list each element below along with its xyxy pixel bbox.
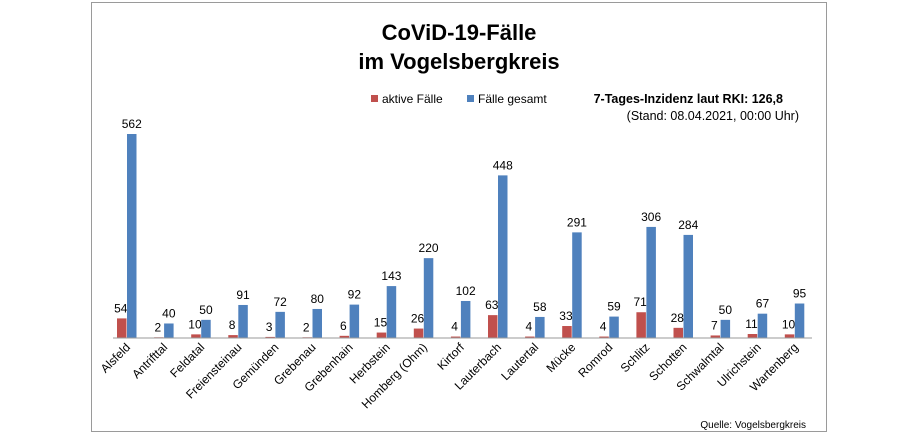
data-label-active: 63 (485, 298, 499, 312)
bar-active (562, 326, 572, 338)
data-label-total: 92 (348, 288, 362, 302)
category-tick-label: Antrifttal (129, 340, 170, 381)
bar-total (386, 286, 397, 338)
bar-total (349, 304, 360, 338)
incidence-note: 7-Tages-Inzidenz laut RKI: 126,8 (594, 92, 783, 106)
date-note: (Stand: 08.04.2021, 00:00 Uhr) (627, 109, 799, 123)
bar-active (450, 336, 461, 338)
data-label-total: 91 (236, 288, 250, 302)
data-label-active: 10 (782, 317, 796, 331)
category-tick-label: Homberg (Ohm) (359, 340, 430, 411)
bar-active (747, 334, 758, 338)
bar-total (127, 134, 137, 338)
data-label-total: 72 (273, 295, 287, 309)
data-label-total: 448 (493, 158, 513, 172)
data-label-active: 3 (266, 320, 273, 334)
data-label-total: 95 (793, 287, 807, 301)
bar-active (265, 336, 275, 338)
data-label-active: 8 (229, 318, 236, 332)
bar-active (673, 327, 683, 338)
bar-total (683, 234, 693, 338)
category-tick-label: Lautertal (498, 340, 541, 383)
data-label-total: 562 (122, 117, 142, 131)
bar-active (117, 318, 127, 338)
category-tick-label: Kirtorf (434, 340, 467, 373)
bar-active (228, 335, 238, 338)
legend-swatch-active (371, 95, 378, 102)
bar-active (376, 332, 387, 338)
data-label-total: 102 (456, 284, 476, 298)
bar-total (460, 300, 471, 338)
bar-total (423, 258, 434, 338)
data-label-active: 2 (155, 320, 162, 334)
data-label-total: 306 (641, 210, 661, 224)
data-label-active: 10 (188, 317, 202, 331)
data-label-active: 15 (374, 316, 388, 330)
bar-total (164, 323, 174, 338)
bar-total (535, 316, 545, 338)
bar-active (525, 336, 535, 338)
data-label-total: 40 (162, 306, 176, 320)
chart-title-line2: im Vogelsbergkreis (358, 49, 559, 74)
bar-total (201, 319, 211, 338)
chart-frame (91, 2, 827, 432)
bar-active (710, 335, 721, 338)
data-label-total: 50 (199, 303, 213, 317)
data-label-active: 7 (711, 318, 718, 332)
bar-active (599, 336, 609, 338)
data-label-total: 59 (607, 300, 621, 314)
bar-total (238, 304, 248, 338)
bar-active (413, 328, 424, 338)
data-label-active: 33 (559, 309, 573, 323)
data-label-active: 28 (671, 311, 685, 325)
data-label-active: 54 (114, 301, 128, 315)
data-label-total: 50 (719, 303, 733, 317)
category-tick-label: Romrod (575, 340, 615, 380)
bar-total (275, 311, 285, 338)
data-label-total: 67 (756, 297, 770, 311)
data-label-active: 4 (600, 320, 607, 334)
data-label-active: 4 (526, 320, 533, 334)
bars-group: 54562Alsfeld240Antrifttal1050Feldatal891… (98, 117, 812, 411)
legend-label-active: aktive Fälle (382, 92, 443, 106)
data-label-total: 58 (533, 300, 547, 314)
bar-total (720, 319, 731, 338)
category-tick-label: Mücke (543, 340, 578, 375)
data-label-active: 2 (303, 320, 310, 334)
data-label-active: 4 (451, 320, 458, 334)
bar-total (757, 313, 768, 338)
data-label-active: 11 (745, 317, 758, 331)
legend-label-total: Fälle gesamt (478, 92, 547, 106)
bar-total (609, 316, 619, 338)
data-label-active: 26 (411, 312, 425, 326)
bar-active (488, 315, 498, 338)
bar-total (646, 226, 656, 338)
data-label-total: 143 (381, 269, 401, 283)
data-label-total: 80 (311, 292, 325, 306)
bar-total (312, 308, 322, 338)
data-label-total: 284 (678, 218, 698, 232)
bar-total (794, 303, 805, 338)
bar-active (339, 335, 350, 338)
category-tick-label: Alsfeld (98, 340, 133, 375)
bar-active (191, 334, 201, 338)
chart-title-line1: CoViD-19-Fälle (382, 20, 537, 45)
data-label-active: 71 (633, 295, 647, 309)
data-label-active: 6 (340, 319, 347, 333)
category-tick-label: Schlitz (618, 340, 653, 375)
source-note: Quelle: Vogelsbergkreis (700, 420, 806, 431)
data-label-total: 291 (567, 215, 587, 229)
bar-active (784, 334, 795, 338)
bar-total (572, 232, 582, 338)
bar-total (498, 175, 508, 338)
bar-active (636, 312, 646, 338)
data-label-total: 220 (419, 241, 439, 255)
legend-swatch-total (467, 95, 474, 102)
